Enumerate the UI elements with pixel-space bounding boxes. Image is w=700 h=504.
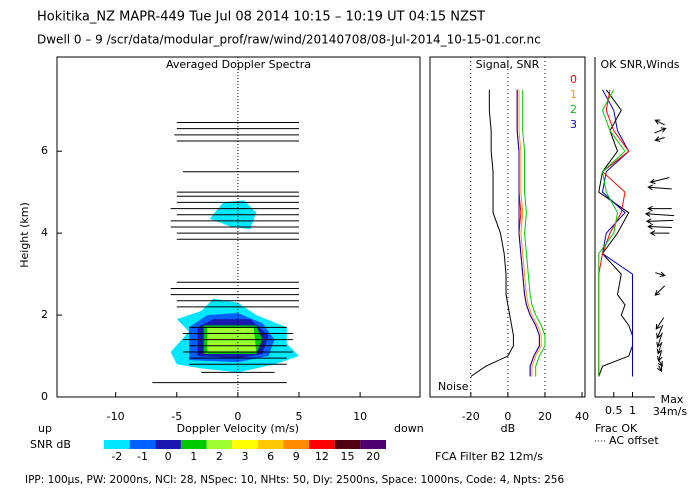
wind-arrow <box>647 223 672 230</box>
colorbar-swatch <box>180 440 207 449</box>
colorbar-tick-label: -1 <box>137 450 148 463</box>
wind-arrow <box>649 177 670 184</box>
colorbar-swatch <box>334 440 361 449</box>
legend-entry: 1 <box>570 88 577 101</box>
colorbar-swatch <box>232 440 258 449</box>
wind-arrow <box>656 324 664 340</box>
down-label: down <box>394 422 424 435</box>
wind-arrow <box>654 127 667 134</box>
colorbar-tick-label: 1 <box>190 450 197 463</box>
colorbar-tick-label: -2 <box>111 450 122 463</box>
wind-arrow <box>655 317 665 330</box>
y-tick-label: 4 <box>41 226 48 239</box>
colorbar-tick-label: 12 <box>315 450 329 463</box>
wind-arrow <box>644 211 675 217</box>
colorbar-tick-label: 15 <box>341 450 355 463</box>
panel-title: OK SNR,Winds <box>600 58 679 71</box>
colorbar-tick-label: 20 <box>366 450 380 463</box>
wind-arrow <box>656 342 663 355</box>
colorbar-tick-label: 6 <box>267 450 274 463</box>
profile-line <box>518 89 542 377</box>
x-tick-label: -10 <box>107 410 125 423</box>
x-tick-label: 20 <box>538 410 552 423</box>
colorbar-tick-label: 2 <box>216 450 223 463</box>
panel-title: Signal, SNR <box>476 58 540 71</box>
x-axis-label: Frac OK <box>595 422 638 435</box>
x-tick-label: 5 <box>296 410 303 423</box>
colorbar-swatch <box>257 440 284 449</box>
offset-label: AC offset <box>609 434 659 447</box>
wind-arrow <box>657 358 663 367</box>
panel-title: Averaged Doppler Spectra <box>166 58 311 71</box>
wind-arrow <box>647 184 672 191</box>
max-label: Max <box>661 393 684 406</box>
panel-frame <box>56 56 421 398</box>
legend-entry: 0 <box>570 73 577 86</box>
colorbar-swatch <box>129 440 156 449</box>
x-tick-label: 0 <box>504 410 511 423</box>
x-tick-label: 0.5 <box>605 404 623 417</box>
colorbar-swatch <box>283 440 310 449</box>
colorbar-tick-label: 3 <box>242 450 249 463</box>
wind-arrow <box>647 205 672 212</box>
x-tick-label: -20 <box>462 410 480 423</box>
x-tick-label: 40 <box>575 410 589 423</box>
colorbar-label: SNR dB <box>30 438 71 451</box>
x-tick-label: -5 <box>171 410 182 423</box>
subtitle: Dwell 0 – 9 /scr/data/modular_prof/raw/w… <box>37 33 541 47</box>
colorbar-swatch <box>155 440 181 449</box>
wind-arrow <box>649 230 670 236</box>
colorbar-tick-label: 0 <box>165 450 172 463</box>
x-tick-label: 0 <box>234 410 241 423</box>
y-axis-label: Height (km) <box>18 202 31 268</box>
filter-label: FCA Filter B2 12m/s <box>435 450 543 463</box>
frac-ok-line <box>598 89 626 377</box>
colorbar-swatch <box>104 440 130 449</box>
y-tick-label: 0 <box>41 390 48 403</box>
legend-entry: 3 <box>570 118 577 131</box>
profile-line <box>522 89 546 377</box>
profile-line <box>470 89 514 377</box>
colorbar-swatch <box>309 440 335 449</box>
title: Hokitika_NZ MAPR-449 Tue Jul 08 2014 10:… <box>37 10 485 25</box>
x-tick-label: 10 <box>353 410 367 423</box>
up-label: up <box>38 422 52 435</box>
wind-arrow <box>655 271 666 278</box>
x-axis-label: Doppler Velocity (m/s) <box>177 422 299 435</box>
x-tick-label: 1 <box>629 404 636 417</box>
profile-line <box>516 89 540 377</box>
wind-arrow <box>654 285 666 296</box>
wind-arrow <box>654 119 665 126</box>
wind-arrow <box>645 218 674 225</box>
colorbar-swatch <box>360 440 386 449</box>
wind-arrow <box>656 332 663 348</box>
y-tick-label: 6 <box>41 144 48 157</box>
colorbar-tick-label: 9 <box>293 450 300 463</box>
x-axis-label: dB <box>501 422 516 435</box>
footer: IPP: 100µs, PW: 2000ns, NCI: 28, NSpec: … <box>25 474 564 486</box>
wind-arrow <box>657 365 663 373</box>
colorbar-swatch <box>206 440 233 449</box>
noise-label: Noise <box>438 380 469 393</box>
wind-arrow <box>654 136 665 142</box>
y-tick-label: 2 <box>41 308 48 321</box>
max-speed-label: 34m/s <box>653 405 687 418</box>
legend-entry: 2 <box>570 103 577 116</box>
